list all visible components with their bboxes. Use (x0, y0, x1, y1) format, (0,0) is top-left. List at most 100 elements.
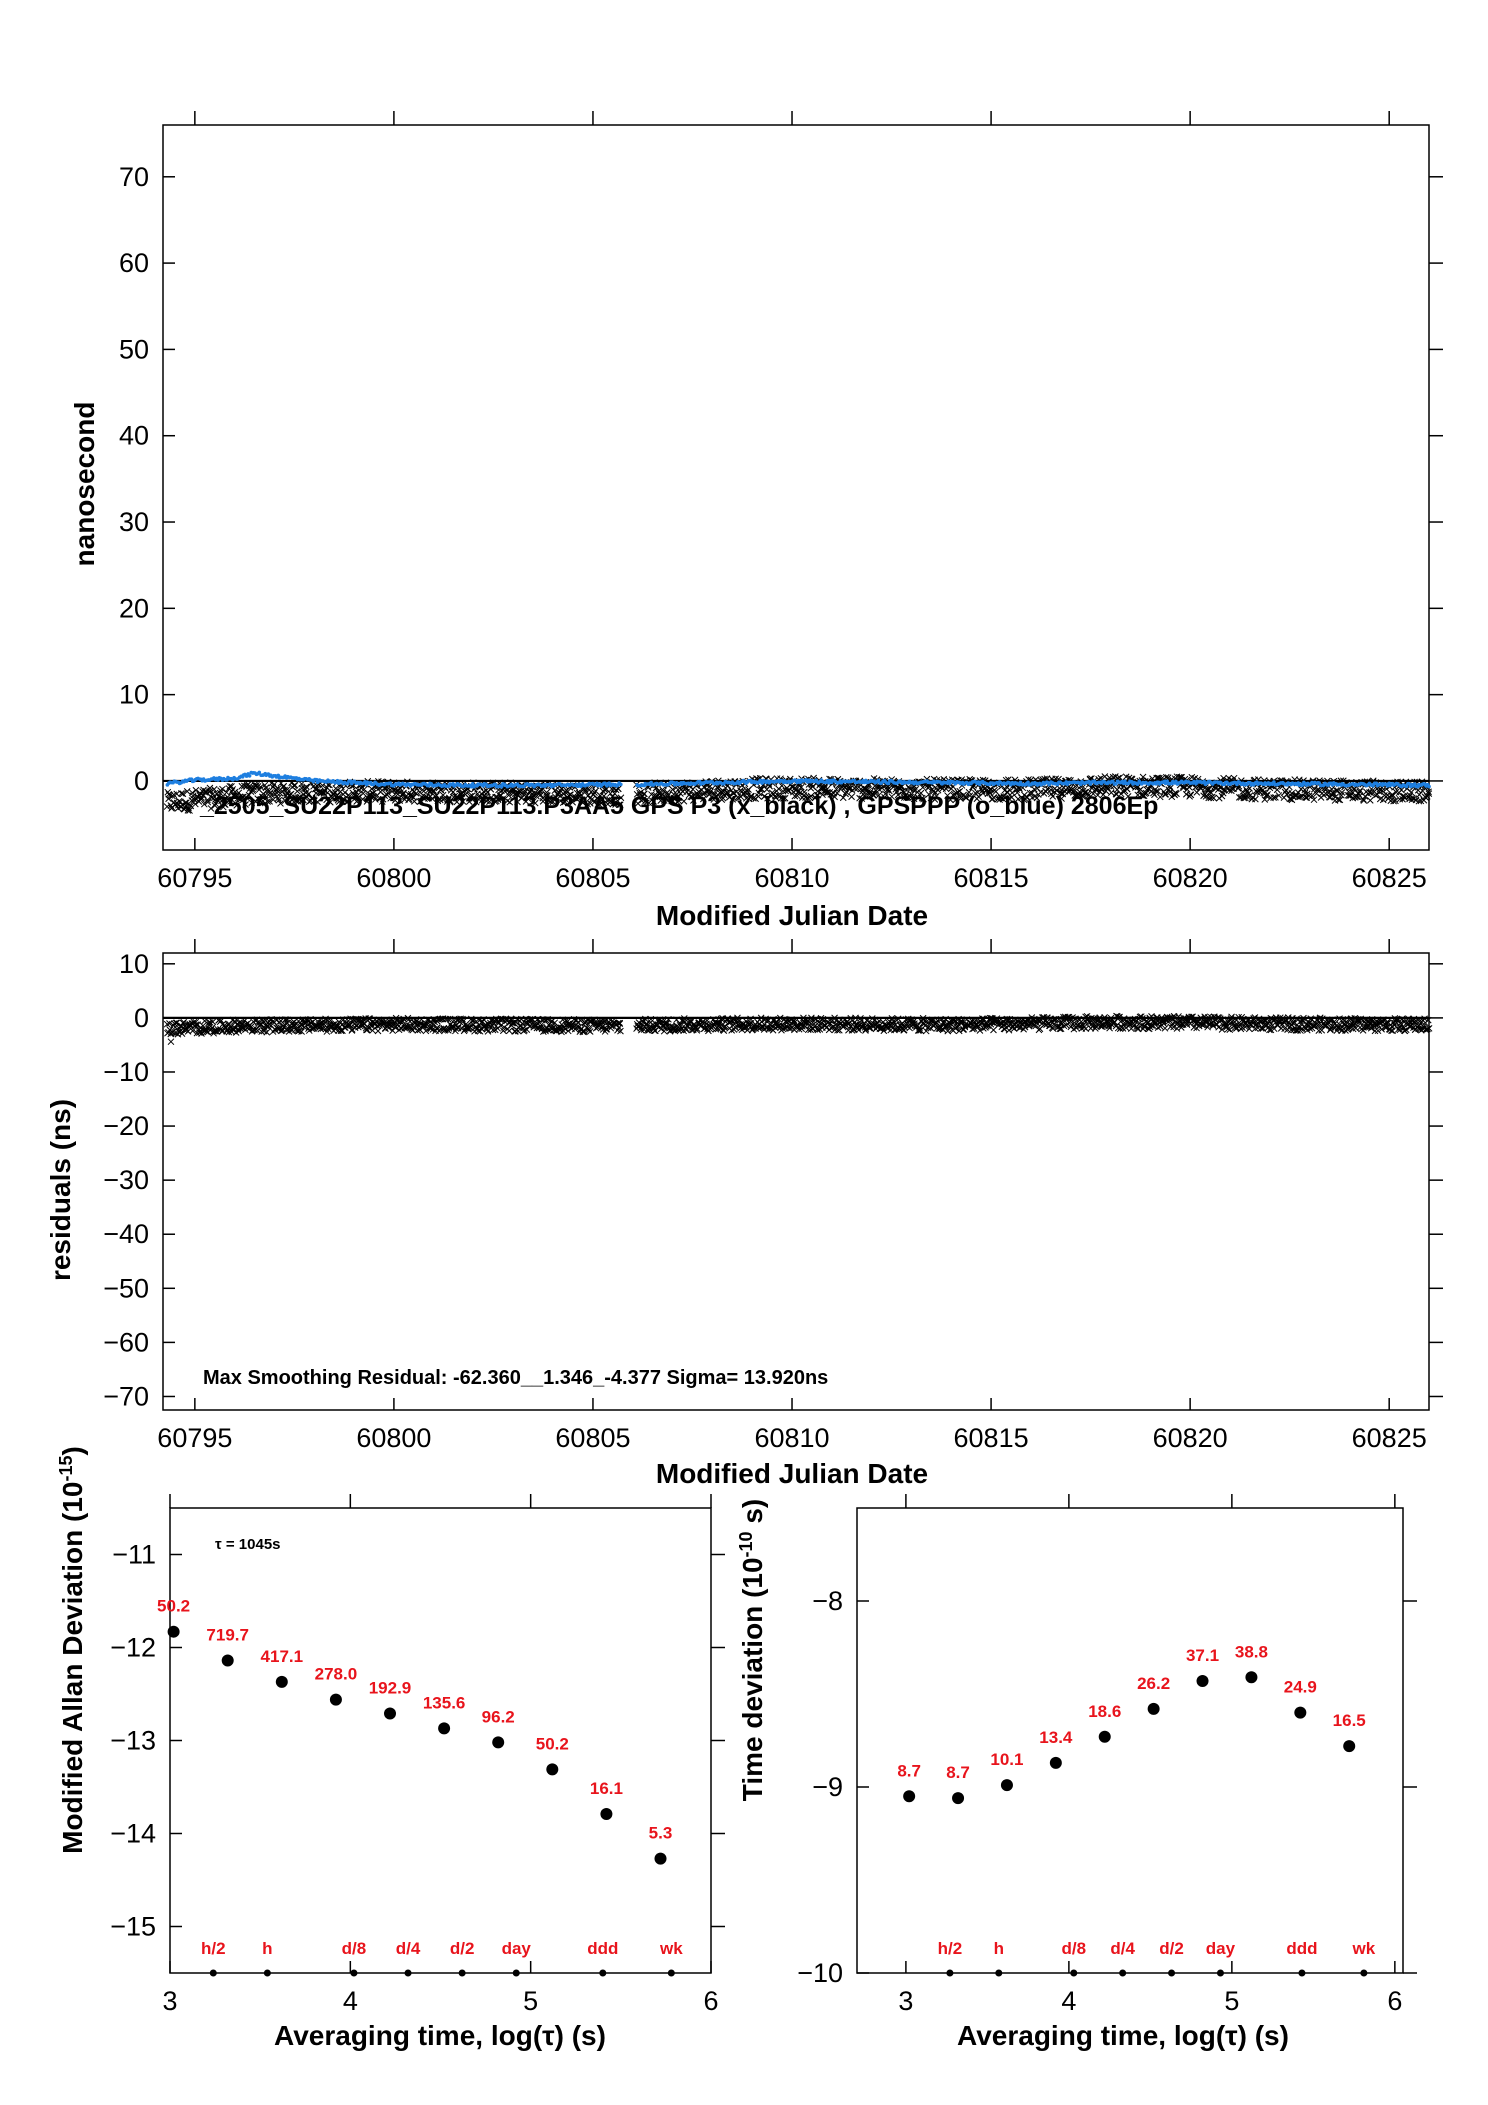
reference-label: d/2 (1159, 1939, 1184, 1958)
stability-point (654, 1852, 667, 1865)
data-point-x (670, 794, 678, 802)
data-point-x (204, 798, 212, 806)
reference-marker (512, 1969, 520, 1977)
data-point-x (944, 792, 951, 799)
x-tick-label: 6 (703, 1986, 718, 2016)
data-point-x (433, 792, 440, 799)
reference-label: wk (1352, 1939, 1376, 1958)
smoothing-residual-annotation: Max Smoothing Residual: -62.360__1.346_-… (203, 1367, 828, 1389)
data-point-x (824, 789, 832, 796)
data-point-x (586, 800, 594, 807)
data-point-x (446, 798, 454, 806)
data-point-x (947, 796, 954, 804)
reference-label: h (262, 1939, 272, 1958)
reference-marker (946, 1969, 954, 1977)
tau-annotation: τ = 1045s (215, 1536, 281, 1553)
x-tick-label: 3 (898, 1986, 913, 2016)
data-point-x (582, 788, 590, 795)
data-point-x (221, 801, 229, 808)
data-point-x (882, 790, 889, 798)
data-point-x (465, 798, 473, 805)
data-point-x (251, 781, 259, 788)
stability-point (167, 1625, 180, 1638)
data-point-x (694, 792, 701, 799)
reference-label: h (994, 1939, 1004, 1958)
x-tick-label: 60805 (555, 863, 630, 893)
data-point-x (615, 801, 623, 809)
y-tick-label: −40 (103, 1219, 149, 1249)
reference-marker (599, 1969, 607, 1977)
x-tick-label: 6 (1387, 1986, 1402, 2016)
data-point-x (341, 789, 349, 796)
data-point-x (381, 792, 389, 800)
data-point-x (750, 794, 757, 802)
stability-point (600, 1807, 613, 1820)
data-point-x (211, 802, 219, 809)
y-tick-label: −11 (112, 1540, 156, 1570)
data-point-x (293, 787, 301, 795)
data-point-x (219, 785, 226, 793)
stability-point (492, 1736, 505, 1749)
y-axis-label: nanosecond (69, 402, 100, 567)
stability-point (1049, 1756, 1062, 1769)
reference-label: d/4 (396, 1939, 421, 1958)
reference-marker (458, 1969, 466, 1977)
stability-point (903, 1790, 916, 1803)
reference-label: d/4 (1110, 1939, 1135, 1958)
data-point-x (335, 798, 343, 805)
data-point-x (379, 795, 387, 803)
data-point-x (761, 792, 768, 800)
data-point-x (687, 793, 695, 800)
x-tick-label: 60800 (356, 1423, 431, 1453)
data-point-x (353, 798, 361, 805)
data-point-x (486, 798, 493, 806)
reference-marker (1298, 1969, 1306, 1977)
data-point-x (654, 788, 662, 796)
data-point-x (851, 785, 859, 792)
y-axis-label: Modified Allan Deviation (10-15) (56, 1446, 88, 1854)
data-point-x (210, 785, 218, 793)
data-point-x (252, 798, 260, 806)
data-point-x (764, 794, 771, 802)
data-point-x (848, 793, 855, 801)
data-point-x (354, 794, 362, 801)
data-point-x (617, 794, 625, 802)
data-point-x (539, 798, 547, 805)
data-point-x (367, 793, 375, 801)
data-point-x (232, 799, 239, 807)
y-tick-label: 60 (119, 248, 149, 278)
stability-point (384, 1707, 397, 1720)
data-point-x (274, 794, 282, 802)
y-tick-label: −20 (103, 1111, 149, 1141)
data-point-x (863, 787, 871, 794)
x-tick-label: 3 (162, 1986, 177, 2016)
stability-point (1343, 1740, 1356, 1753)
data-point-x (277, 800, 284, 807)
point-label: 10.1 (990, 1750, 1023, 1769)
reference-marker (995, 1969, 1003, 1977)
y-tick-label: −12 (110, 1633, 156, 1663)
data-point-x (451, 792, 459, 800)
x-tick-label: 60815 (954, 1423, 1029, 1453)
point-label: 5.3 (649, 1824, 673, 1843)
stability-point (1196, 1674, 1209, 1687)
x-tick-label: 60820 (1153, 1423, 1228, 1453)
data-point-x (560, 790, 568, 798)
data-point-x (875, 791, 883, 799)
reference-marker (263, 1969, 271, 1977)
data-point-x (216, 789, 224, 797)
reference-label: d/8 (342, 1939, 367, 1958)
point-label: 16.5 (1333, 1711, 1366, 1730)
data-point-x (468, 796, 476, 803)
data-point-x (858, 795, 866, 802)
reference-marker (1360, 1969, 1368, 1977)
data-point-x (898, 783, 906, 790)
y-tick-label: −60 (103, 1327, 149, 1357)
data-point-x (518, 794, 526, 802)
data-point-x (274, 785, 282, 793)
y-axis-label-text: Time deviation (10 (737, 1557, 768, 1801)
stability-point (1000, 1779, 1013, 1792)
data-point-x (758, 785, 766, 793)
reference-label: d/8 (1061, 1939, 1086, 1958)
